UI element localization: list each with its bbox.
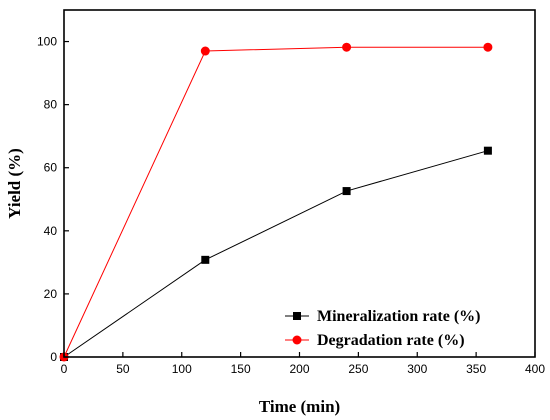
y-tick-label: 40 — [44, 224, 58, 238]
x-axis-ticks: 0 50 100 150 200 250 300 350 400 — [61, 352, 545, 376]
plot-frame — [63, 9, 536, 358]
legend-label: Degradation rate (%) — [317, 332, 465, 349]
x-tick-label: 50 — [116, 362, 130, 376]
legend-item: Mineralization rate (%) — [285, 308, 481, 325]
legend-label: Mineralization rate (%) — [317, 308, 481, 325]
data-point — [201, 255, 210, 264]
x-tick-label: 150 — [231, 362, 251, 376]
legend-marker — [292, 335, 302, 345]
data-point — [200, 46, 210, 56]
y-tick-label: 20 — [44, 287, 58, 301]
x-axis-title: Time (min) — [259, 397, 340, 416]
x-tick-label: 200 — [289, 362, 309, 376]
y-tick-label: 60 — [44, 161, 58, 175]
y-tick-label: 0 — [50, 350, 57, 364]
series-line — [63, 150, 489, 358]
series-1 — [59, 42, 493, 362]
legend-item: Degradation rate (%) — [285, 332, 465, 349]
data-point — [483, 42, 493, 52]
y-axis-title: Yield (%) — [5, 148, 24, 219]
data-point — [342, 187, 351, 196]
x-tick-label: 0 — [61, 362, 68, 376]
x-tick-label: 400 — [525, 362, 545, 376]
x-tick-label: 100 — [172, 362, 192, 376]
legend-marker — [293, 312, 301, 320]
x-tick-label: 350 — [466, 362, 486, 376]
y-tick-label: 100 — [37, 35, 57, 49]
series-line — [63, 46, 488, 358]
y-axis-ticks: 0 20 40 60 80 100 — [37, 35, 69, 364]
legend: Mineralization rate (%) Degradation rate … — [285, 308, 481, 349]
x-tick-label: 250 — [348, 362, 368, 376]
y-tick-label: 80 — [44, 98, 58, 112]
x-tick-label: 300 — [407, 362, 427, 376]
series-0 — [60, 146, 492, 361]
data-point — [483, 146, 492, 155]
data-point — [342, 42, 352, 52]
